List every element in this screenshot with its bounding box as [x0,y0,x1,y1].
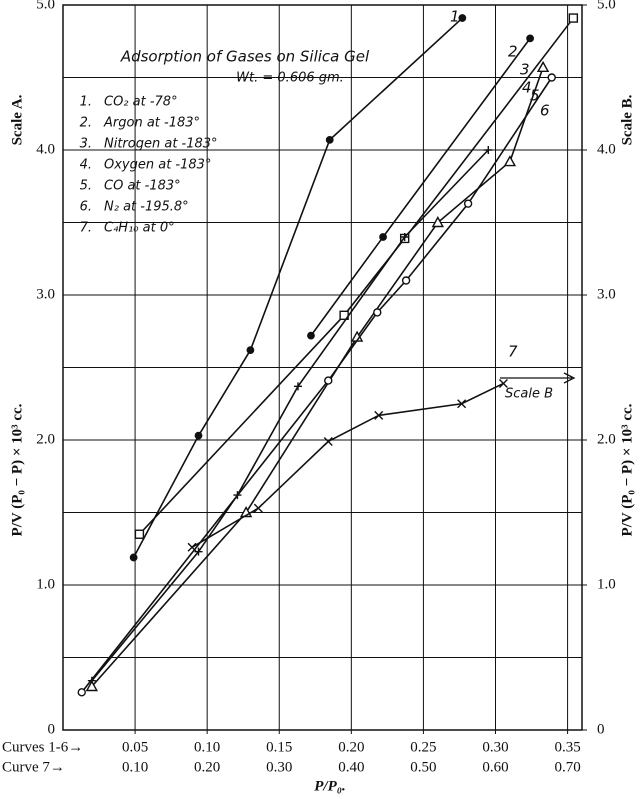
y2-tick-label: 4.0 [597,141,616,157]
x-row-label: Curves 1-6→ [2,739,83,755]
legend-number: 4. [80,158,92,173]
marker [484,146,493,154]
marker [374,410,384,420]
series-line [91,149,489,682]
y-tick-label: 0 [48,721,56,737]
legend-number: 7. [80,221,92,236]
x2-tick-label: 0.40 [338,759,364,775]
marker [85,680,99,692]
marker [77,688,86,697]
marker [246,346,255,354]
x2-tick-label: 0.20 [194,759,220,775]
x-tick-label: 0.25 [410,739,436,755]
annotation: Scale B [505,387,553,402]
legend-label: CO₂ at -78° [104,95,178,110]
marker [400,233,409,241]
y-tick-label: 5.0 [36,0,55,12]
marker [194,547,203,556]
series-line [138,17,574,535]
x2-tick-label: 0.10 [122,759,148,775]
x-tick-label: 0.15 [266,739,292,755]
curve-label: 7 [508,343,518,361]
y2-tick-label: 0 [597,721,605,737]
x2-tick-label: 0.30 [266,759,292,775]
y-tick-label: 2.0 [36,431,55,447]
marker [325,135,334,144]
series-line [91,67,544,688]
marker [134,529,145,539]
legend-number: 3. [80,137,92,152]
x-tick-label: 0.30 [482,739,508,755]
legend-label: Nitrogen at -183° [104,137,218,152]
y-tick-label: 1.0 [36,576,55,592]
legend-number: 2. [80,116,92,131]
x2-tick-label: 0.60 [482,759,508,775]
y2-tick-label: 3.0 [597,286,616,302]
legend-label: Argon at -183° [103,116,200,131]
marker [431,216,445,228]
curve-label: 4 [522,79,532,97]
marker [373,308,382,317]
marker [324,376,333,385]
curve-label: 5 [530,87,540,105]
marker [526,34,534,43]
series-line [191,382,504,548]
legend-label: CO at -183° [104,179,181,194]
y-tick-label: 3.0 [36,286,55,302]
marker [458,14,467,22]
marker [187,542,197,552]
curve-label: 3 [520,61,530,79]
x-tick-label: 0.10 [194,739,220,755]
marker [401,276,411,285]
x2-tick-label: 0.70 [554,759,580,775]
x2-row-label: Curve 7→ [2,759,65,775]
marker [457,399,467,409]
legend-label: Oxygen at -183° [104,158,211,173]
marker [323,436,333,446]
y2-scale-label: Scale B. [619,94,635,145]
curve-label: 1 [450,8,460,26]
marker [547,73,556,82]
x-tick-label: 0.35 [554,739,580,755]
y-tick-label: 4.0 [36,141,55,157]
y-axis-label: P/V (P₀ − P) × 10³ cc. [9,403,25,536]
y2-tick-label: 1.0 [597,576,616,592]
marker [498,378,508,388]
marker [307,331,315,340]
marker [463,199,473,208]
marker [536,60,550,73]
marker [129,553,138,562]
legend-number: 5. [80,179,92,194]
x2-tick-label: 0.50 [410,759,436,775]
legend-number: 6. [80,200,92,215]
y2-tick-label: 2.0 [597,431,616,447]
marker [379,233,387,241]
marker [293,382,302,391]
marker [253,503,263,513]
chart-title: Adsorption of Gases on Silica Gel [120,48,370,66]
marker [503,155,517,167]
legend-label: C₄H₁₀ at 0° [104,221,175,236]
x-tick-label: 0.05 [122,739,148,755]
marker [194,431,203,440]
x-axis-label: P/P₀. [314,778,345,794]
curve-label: 2 [508,43,518,61]
legend-label: N₂ at -195.8° [104,200,189,215]
marker [568,13,579,23]
series-line [81,77,553,693]
y2-tick-label: 5.0 [597,0,616,12]
y2-axis-label: P/V (P₀ − P) × 10³ cc. [619,403,635,536]
curve-label: 6 [540,102,550,120]
y-scale-label: Scale A. [9,94,25,145]
x-tick-label: 0.20 [338,739,364,755]
legend-number: 1. [80,95,92,110]
